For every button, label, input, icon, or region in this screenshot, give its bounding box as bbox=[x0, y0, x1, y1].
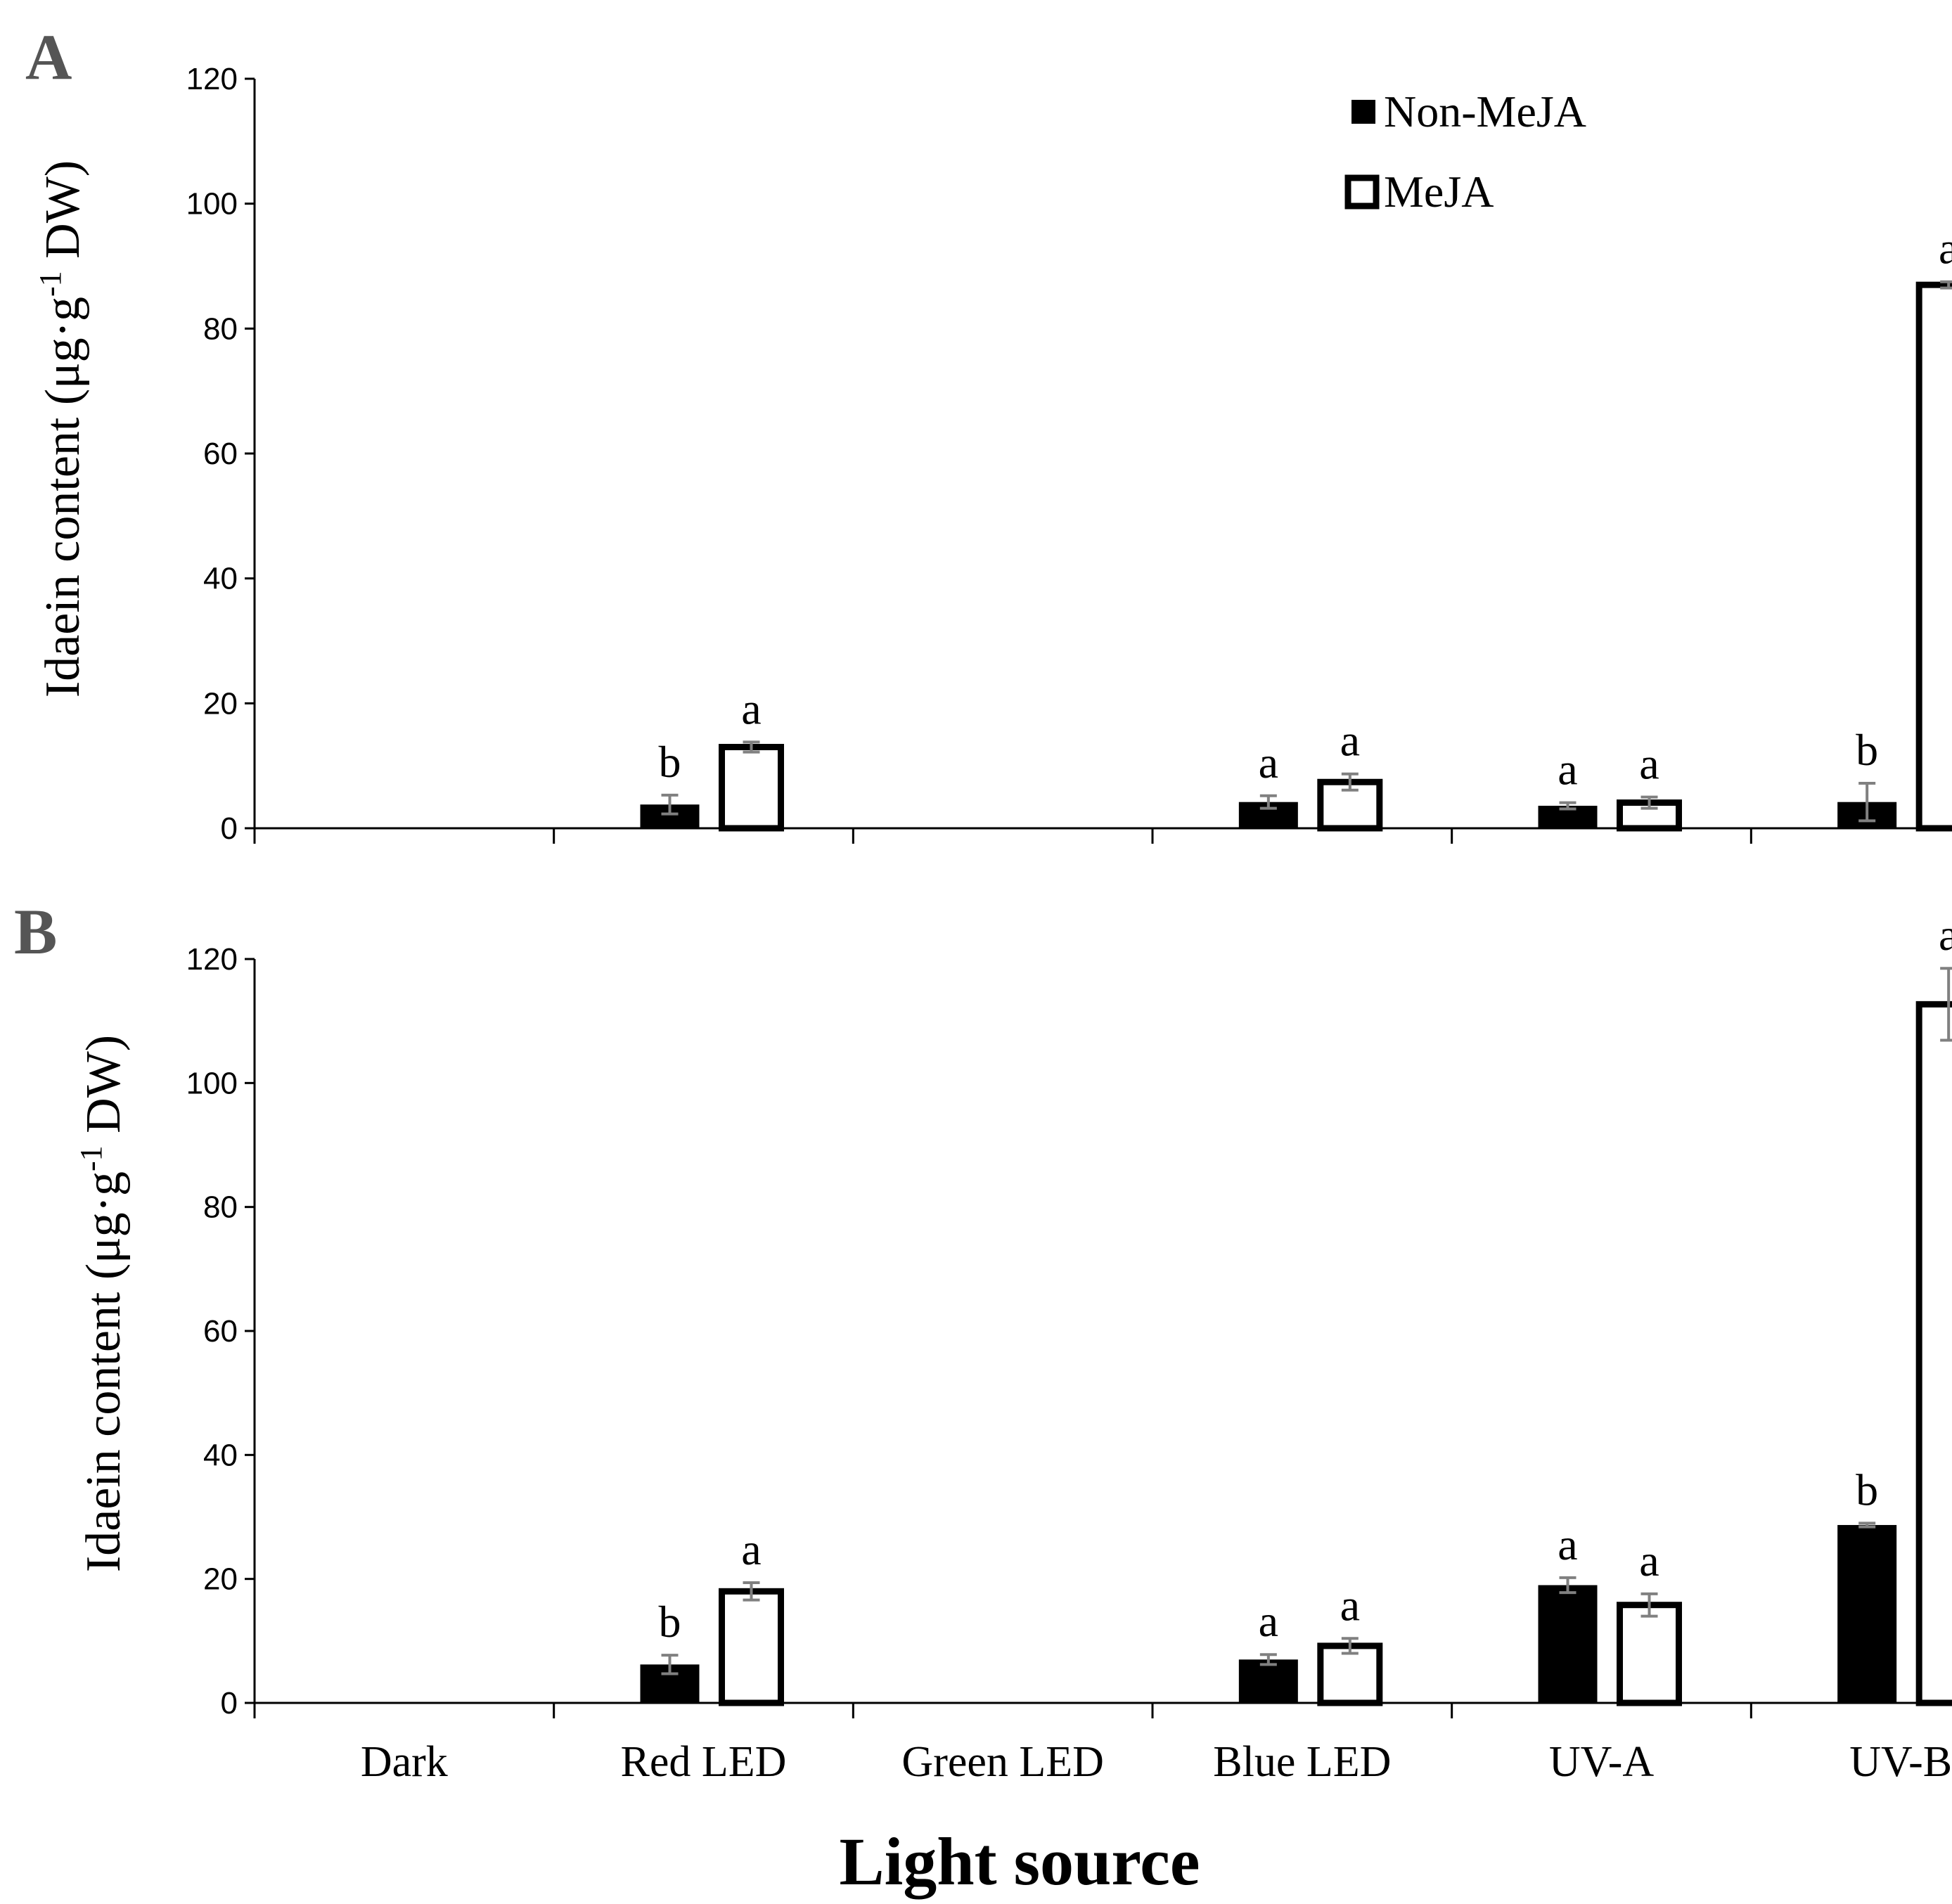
bar-b-meja-1 bbox=[719, 1588, 784, 1706]
svg-text:Idaein content (μg·g-1 DW): Idaein content (μg·g-1 DW) bbox=[74, 1035, 131, 1572]
panel-a-y-tick-label: 80 bbox=[203, 311, 238, 346]
legend-label-meja: MeJA bbox=[1384, 167, 1494, 217]
panel-a-y-tick-label: 20 bbox=[203, 686, 238, 721]
bar-b-non-meja-4 bbox=[1538, 1585, 1598, 1703]
category-label-0: Dark bbox=[361, 1738, 448, 1786]
panel-b-y-tick-label: 20 bbox=[203, 1562, 238, 1597]
bar-b-meja-4 bbox=[1617, 1602, 1682, 1706]
panel-a-ylabel-sup: -1 bbox=[33, 271, 68, 297]
sig-letter-b-1-1: a bbox=[741, 1524, 761, 1574]
bar-b-non-meja-5 bbox=[1837, 1524, 1897, 1703]
panel-a-ylabel-tail: DW) bbox=[36, 160, 90, 271]
legend: Non-MeJA MeJA bbox=[1344, 86, 1586, 217]
legend-label-non-meja: Non-MeJA bbox=[1384, 86, 1586, 136]
panel-b-y-tick-label: 0 bbox=[221, 1686, 238, 1720]
bar-a-meja-5 bbox=[1915, 281, 1952, 832]
panel-b-y-axis-label: Idaein content (μg·g-1 DW) bbox=[74, 1035, 131, 1572]
sig-letter-b-0-4: a bbox=[1558, 1519, 1577, 1569]
panel-a-axes: 0 20 40 60 80 100 120 bbox=[186, 62, 1952, 846]
panel-a-bars: b a a a a a b a bbox=[640, 224, 1952, 832]
sig-letter-b-0-5: b bbox=[1856, 1465, 1878, 1514]
panel-a: A Idaein content (μg·g-1 DW) 0 20 40 60 80 10… bbox=[25, 21, 1952, 846]
sig-letter-a-1-5: a bbox=[1939, 224, 1952, 274]
sig-letter-a-1-3: a bbox=[1340, 716, 1360, 766]
panel-b-label: B bbox=[14, 896, 57, 967]
legend-swatch-meja bbox=[1344, 174, 1380, 210]
sig-letter-a-0-4: a bbox=[1558, 745, 1577, 795]
x-axis-title: Light source bbox=[840, 1824, 1200, 1899]
panel-a-y-tick-label: 60 bbox=[203, 437, 238, 471]
bar-a-meja-1 bbox=[719, 744, 784, 832]
panel-a-label: A bbox=[25, 21, 72, 93]
category-label-4: UV-A bbox=[1549, 1738, 1655, 1786]
bar-b-meja-5 bbox=[1915, 1001, 1952, 1706]
sig-letter-a-1-1: a bbox=[741, 683, 761, 733]
sig-letter-b-1-4: a bbox=[1639, 1536, 1659, 1585]
panel-a-y-tick-label: 40 bbox=[203, 562, 238, 596]
category-label-5: UV-B bbox=[1849, 1738, 1952, 1786]
svg-text:Idaein content (μg·g-1 DW): Idaein content (μg·g-1 DW) bbox=[33, 160, 90, 697]
panel-b-category-labels: Dark Red LED Green LED Blue LED UV-A UV-B bbox=[361, 1738, 1952, 1786]
category-label-1: Red LED bbox=[621, 1738, 787, 1786]
panel-b-y-tick-label: 80 bbox=[203, 1190, 238, 1225]
panel-a-y-tick-label: 100 bbox=[186, 187, 238, 221]
panel-b-y-tick-label: 120 bbox=[186, 942, 238, 977]
panel-a-y-axis-label: Idaein content (μg·g-1 DW) bbox=[33, 160, 90, 697]
legend-swatch-non-meja bbox=[1351, 100, 1375, 124]
panel-b-y-tick-label: 40 bbox=[203, 1438, 238, 1472]
panel-b: B Idaein content (μg·g-1 DW) 0 20 40 60 80 10… bbox=[14, 896, 1952, 1899]
panel-b-ylabel-main: Idaein content (μg·g bbox=[77, 1171, 131, 1572]
panel-a-y-tick-label: 0 bbox=[221, 811, 238, 846]
sig-letter-b-1-5: a bbox=[1939, 910, 1952, 960]
panel-b-axes: 0 20 40 60 80 100 120 bbox=[186, 942, 1952, 1720]
sig-letter-a-0-1: b bbox=[659, 737, 681, 787]
panel-b-bars: b a a a a a b a bbox=[640, 910, 1952, 1706]
category-label-2: Green LED bbox=[901, 1738, 1103, 1786]
sig-letter-a-0-3: a bbox=[1259, 738, 1278, 787]
sig-letter-b-0-1: b bbox=[659, 1597, 681, 1647]
panel-b-ylabel-sup: -1 bbox=[74, 1145, 108, 1171]
sig-letter-b-0-3: a bbox=[1259, 1596, 1278, 1646]
sig-letter-a-0-5: b bbox=[1856, 725, 1878, 775]
sig-letter-b-1-3: a bbox=[1340, 1580, 1360, 1630]
bar-b-non-meja-3 bbox=[1238, 1659, 1298, 1703]
category-label-3: Blue LED bbox=[1213, 1738, 1391, 1786]
sig-letter-a-1-4: a bbox=[1639, 739, 1659, 789]
panel-a-ylabel-main: Idaein content (μg·g bbox=[36, 297, 90, 697]
panel-b-y-tick-label: 100 bbox=[186, 1066, 238, 1100]
panel-b-y-tick-label: 60 bbox=[203, 1314, 238, 1349]
panel-a-y-tick-label: 120 bbox=[186, 62, 238, 96]
panel-b-ylabel-tail: DW) bbox=[77, 1035, 131, 1145]
